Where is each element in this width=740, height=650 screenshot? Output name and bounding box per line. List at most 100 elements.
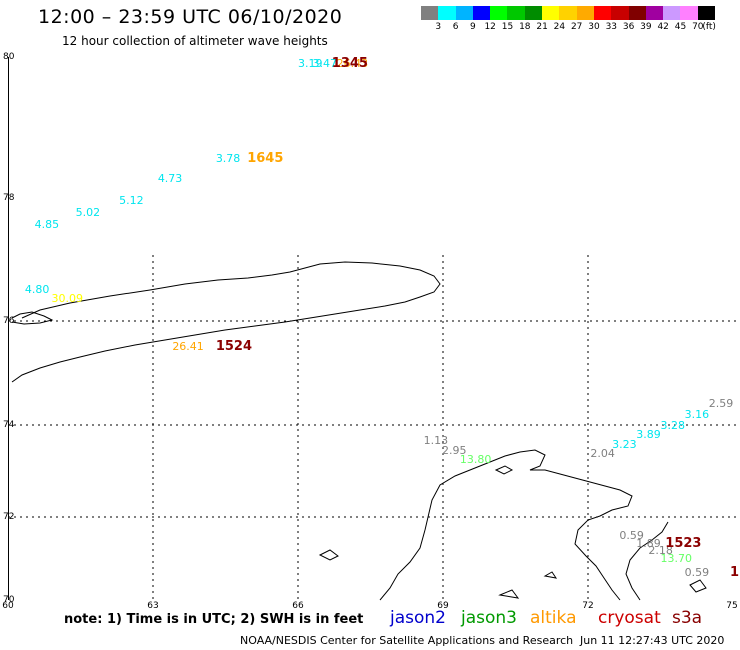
colorbar-swatch — [593, 6, 612, 20]
kara-coast-east — [424, 449, 633, 601]
colorbar-swatch — [421, 6, 439, 20]
colorbar-swatch — [697, 6, 716, 20]
wave-height-reading: 2.59 — [708, 397, 734, 411]
pass-time-label: 1345 — [331, 56, 368, 72]
colorbar-label: 70 — [692, 22, 704, 32]
credit-line: NOAA/NESDIS Center for Satellite Applica… — [240, 634, 574, 647]
yamal-coast — [379, 529, 426, 601]
wave-height-reading: 4.80 — [24, 283, 50, 297]
colorbar-label: 6 — [452, 22, 459, 32]
map-title: 12:00 – 23:59 UTC 06/10/2020 — [38, 6, 343, 28]
colorbar-label: 18 — [519, 22, 531, 32]
wave-height-reading: 3.19 — [297, 57, 323, 71]
wave-height-reading: 13.80 — [459, 452, 492, 466]
longitude-label: 63 — [147, 601, 159, 611]
wave-height-reading: 5.12 — [119, 194, 144, 208]
pass-time-label: 1523 — [665, 535, 702, 551]
pass-time-label: 1524 — [215, 339, 252, 354]
latitude-label: 74 — [3, 420, 15, 430]
colorbar-swatch — [628, 6, 646, 20]
wave-height-reading: 2.04 — [590, 446, 615, 460]
wave-height-reading: 0.59 — [684, 566, 710, 580]
latitude-label: 72 — [3, 512, 15, 522]
novaya-zemlya-inlet — [11, 311, 54, 325]
pass-time-label: 1645 — [247, 151, 284, 167]
colorbar-label: 12 — [484, 22, 496, 32]
satellite-legend-item: s3a — [672, 608, 703, 628]
longitude-label: 60 — [2, 601, 14, 611]
wave-height-reading: 4.73 — [157, 171, 183, 185]
graticule — [8, 255, 736, 600]
satellite-legend-item: altika — [530, 608, 577, 628]
wave-height-reading: 0.59 — [619, 528, 644, 542]
wave-height-reading: 3.16 — [684, 407, 710, 421]
colorbar-swatch — [455, 6, 473, 20]
longitude-label: 66 — [292, 601, 304, 611]
islet-2 — [318, 549, 339, 561]
colorbar-swatch — [524, 6, 543, 20]
longitude-label: 75 — [726, 601, 738, 611]
colorbar-swatch — [559, 6, 577, 20]
colorbar-label: 42 — [657, 22, 669, 32]
wave-height-reading: 2.18 — [648, 544, 673, 558]
map-subtitle: 12 hour collection of altimeter wave hei… — [62, 34, 328, 48]
gydan-coast — [625, 521, 669, 601]
longitude-label: 72 — [582, 601, 594, 611]
islet-4 — [689, 579, 707, 593]
latitude-label: 70 — [3, 595, 15, 605]
colorbar-swatch — [472, 6, 491, 20]
wave-height-reading: 3.28 — [660, 418, 685, 432]
wave-height-reading: 1.89 — [636, 536, 661, 550]
wave-height-reading: 2.95 — [442, 443, 467, 457]
wave-height-reading: 3.23 — [612, 437, 637, 451]
coastline — [11, 261, 707, 601]
wave-height-reading: 3.89 — [636, 428, 661, 442]
colorbar-label: 15 — [501, 22, 514, 32]
colorbar-label: 24 — [553, 22, 566, 32]
colorbar — [421, 6, 716, 20]
colorbar-label: 45 — [674, 22, 687, 32]
wave-height-reading: 1.13 — [423, 434, 449, 448]
colorbar-swatch — [490, 6, 508, 20]
satellite-legend-item: jason2 — [390, 608, 446, 628]
islet-1 — [494, 465, 514, 475]
wave-height-reading: 30.09 — [51, 292, 83, 306]
wave-height-reading: 13.70 — [660, 552, 692, 566]
colorbar-swatch — [507, 6, 525, 20]
generated-timestamp: Jun 11 12:27:43 UTC 2020 — [580, 634, 725, 647]
colorbar-swatch — [611, 6, 629, 20]
novaya-zemlya-north-coast — [11, 261, 441, 383]
wave-height-reading: 5.02 — [75, 205, 101, 219]
colorbar-swatch — [576, 6, 594, 20]
colorbar-label: 27 — [570, 22, 583, 32]
islet-5 — [498, 589, 520, 599]
colorbar-label: 39 — [640, 22, 652, 32]
wave-height-reading: 26.43 — [336, 57, 369, 71]
longitude-label: 69 — [437, 601, 449, 611]
islet-3 — [543, 571, 558, 579]
colorbar-label: 21 — [536, 22, 548, 32]
colorbar-swatch — [663, 6, 681, 20]
wave-height-reading: 3.47 — [312, 57, 337, 71]
wave-height-reading: 3.78 — [215, 152, 241, 166]
colorbar-label: 30 — [588, 22, 600, 32]
colorbar-labels: 3 6 9 12 15 18 21 24 27 30 33 36 39 42 45 70 (ft) — [421, 22, 739, 34]
wave-height-reading: 4.85 — [34, 218, 60, 232]
colorbar-label: 36 — [622, 22, 635, 32]
pass-time-label: 1 — [730, 565, 740, 581]
colorbar-swatch — [438, 6, 456, 20]
colorbar-swatch — [542, 6, 560, 20]
latitude-label: 80 — [3, 52, 15, 62]
wave-height-reading: 26.41 — [172, 340, 204, 353]
colorbar-label: 33 — [605, 22, 618, 32]
colorbar-swatch — [680, 6, 698, 20]
colorbar-label: 9 — [470, 22, 476, 32]
latitude-label: 76 — [3, 316, 15, 326]
latitude-label: 78 — [3, 193, 15, 203]
satellite-legend-item: jason3 — [461, 608, 517, 628]
satellite-legend-item: cryosat — [598, 608, 661, 628]
colorbar-label: (ft) — [702, 22, 716, 32]
colorbar-swatch — [645, 6, 664, 20]
footer-note: note: 1) Time is in UTC; 2) SWH is in fe… — [64, 612, 364, 627]
